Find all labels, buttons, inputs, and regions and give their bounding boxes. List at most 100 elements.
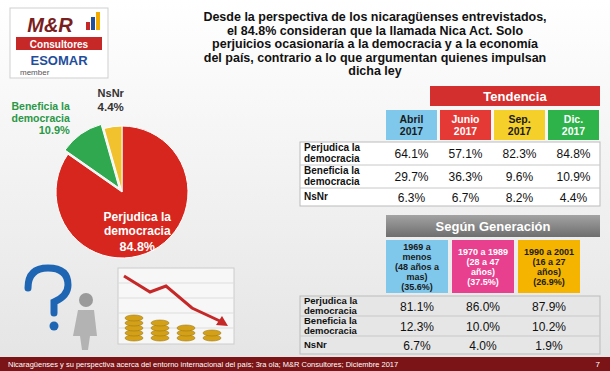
- footer-source: Nicaragüenses y su perspectiva acerca de…: [8, 360, 398, 369]
- title-line: Desde la perspectiva de los nicaragüense…: [203, 10, 546, 24]
- row-label: Perjudica la: [304, 142, 361, 153]
- column-header-text: años): [537, 267, 561, 277]
- pie-slices: [56, 124, 188, 258]
- money-grid: [118, 313, 234, 314]
- table-cell: 10.0%: [466, 320, 500, 334]
- figure-head: [79, 293, 93, 307]
- column-header-text: mas): [406, 272, 427, 282]
- column-header: [518, 240, 580, 293]
- coin: [203, 330, 221, 336]
- slide: M&R Consultores ESOMARmember Desde la persp…: [0, 0, 610, 371]
- pie-value-label: 84.8%: [120, 240, 155, 254]
- logo-name: M&R: [27, 14, 73, 36]
- column-header-text: menos: [402, 252, 431, 262]
- table-cell: 10.9%: [556, 170, 590, 184]
- table-cell: 4.4%: [560, 191, 588, 205]
- logo-band: [16, 37, 102, 50]
- row-label: Beneficia la: [304, 165, 360, 176]
- footer-bar: [0, 357, 610, 371]
- column-header-text: 2017: [454, 125, 478, 137]
- pie-category-line: democracia: [11, 112, 70, 124]
- table-banner: [386, 215, 600, 237]
- column-header-text: (37.5%): [467, 277, 499, 287]
- column-header-text: Dic.: [564, 113, 583, 125]
- table-cell: 6.7%: [452, 191, 480, 205]
- column-header: [548, 110, 599, 140]
- column-header-text: 2017: [400, 125, 424, 137]
- column-header-text: (48 años a: [395, 262, 440, 272]
- row-label: NsNr: [304, 339, 327, 350]
- table-title: Tendencia: [483, 89, 547, 104]
- column-header-text: Sep.: [508, 113, 530, 125]
- row-label: democracia: [304, 325, 358, 336]
- table-cell: 82.3%: [502, 147, 536, 161]
- table-body: [300, 296, 600, 354]
- pie-value-label: 10.9%: [39, 124, 70, 136]
- column-header-text: 1990 a 2001: [524, 247, 574, 257]
- logo-icon-bar: [86, 22, 90, 30]
- pie-labels: Perjudica lademocracia84.8%Beneficia lad…: [11, 87, 171, 254]
- table-cell: 12.3%: [400, 320, 434, 334]
- column-header-text: (28 a 47: [466, 257, 499, 267]
- pie-category-line: democracia: [104, 224, 171, 238]
- table-cell: 36.3%: [448, 170, 482, 184]
- money-grid: [118, 298, 234, 299]
- column-header-text: 2017: [562, 125, 586, 137]
- decoration: [28, 268, 234, 350]
- logo: M&R Consultores ESOMARmember: [10, 8, 108, 78]
- pie-category-label: NsNr: [98, 87, 125, 99]
- pie-slice: [104, 126, 122, 192]
- pie: Perjudica lademocracia84.8%Beneficia lad…: [11, 87, 188, 258]
- column-header-text: 1969 a: [403, 242, 432, 252]
- logo-association: ESOMAR: [30, 53, 88, 68]
- column-header-text: Junio: [452, 113, 480, 125]
- table-cell: 6.3%: [398, 191, 426, 205]
- column-header-text: (35.6%): [401, 282, 433, 292]
- pie-category-line: NsNr: [98, 87, 125, 99]
- table-cell: 10.2%: [532, 320, 566, 334]
- background: [0, 0, 610, 371]
- table: TendenciaAbril2017Junio2017Sep.2017Dic.2…: [300, 86, 600, 206]
- table-cell: 4.0%: [469, 339, 497, 353]
- pie-category-line: Perjudica la: [104, 210, 172, 224]
- table-cell: 29.7%: [394, 170, 428, 184]
- table-cell: 86.0%: [466, 300, 500, 314]
- decline-arrow: [124, 276, 222, 322]
- table-cell: 64.1%: [394, 147, 428, 161]
- row-label: NsNr: [304, 191, 328, 202]
- coin: [151, 320, 169, 326]
- money-board: [118, 268, 234, 344]
- row-label: democracia: [304, 176, 360, 187]
- table-body: [300, 142, 600, 206]
- question-mark: [28, 268, 68, 313]
- title-line: del país, contrario a lo que argumentan …: [204, 51, 546, 65]
- logo-icon-bar: [91, 17, 95, 30]
- column-header-text: 2017: [508, 125, 532, 137]
- coin: [177, 325, 195, 331]
- row-separator: [300, 188, 600, 189]
- pie-category-label: Perjudica lademocracia: [104, 210, 172, 238]
- title-line: el 84.8% consideran que la llamada Nica …: [227, 24, 524, 38]
- title-line: perjuicios ocasionaría a la democracia y…: [212, 37, 539, 51]
- table-cell: 84.8%: [556, 147, 590, 161]
- row-separator: [300, 336, 600, 337]
- pie-category-line: Beneficia la: [11, 100, 70, 112]
- pie-category-label: Beneficia lademocracia: [11, 100, 70, 124]
- question-dot: [50, 322, 59, 331]
- table-cell: 9.6%: [506, 170, 534, 184]
- footer-page: 7: [596, 360, 601, 369]
- row-label: democracia: [304, 153, 360, 164]
- logo-membership: member: [20, 68, 50, 77]
- column-header: [452, 240, 514, 293]
- column-header-text: (26.9%): [533, 277, 565, 287]
- column-header: [440, 110, 491, 140]
- table-cell: 1.9%: [535, 339, 563, 353]
- table-cell: 87.9%: [532, 300, 566, 314]
- pie-value-label: 4.4%: [98, 101, 124, 113]
- column-header-text: 1970 a 1989: [458, 247, 508, 257]
- table-cell: 6.7%: [403, 339, 431, 353]
- logo-subtitle: Consultores: [30, 39, 89, 50]
- figure-body: [73, 310, 97, 350]
- logo-icon-bar: [96, 12, 100, 30]
- table-cell: 57.1%: [448, 147, 482, 161]
